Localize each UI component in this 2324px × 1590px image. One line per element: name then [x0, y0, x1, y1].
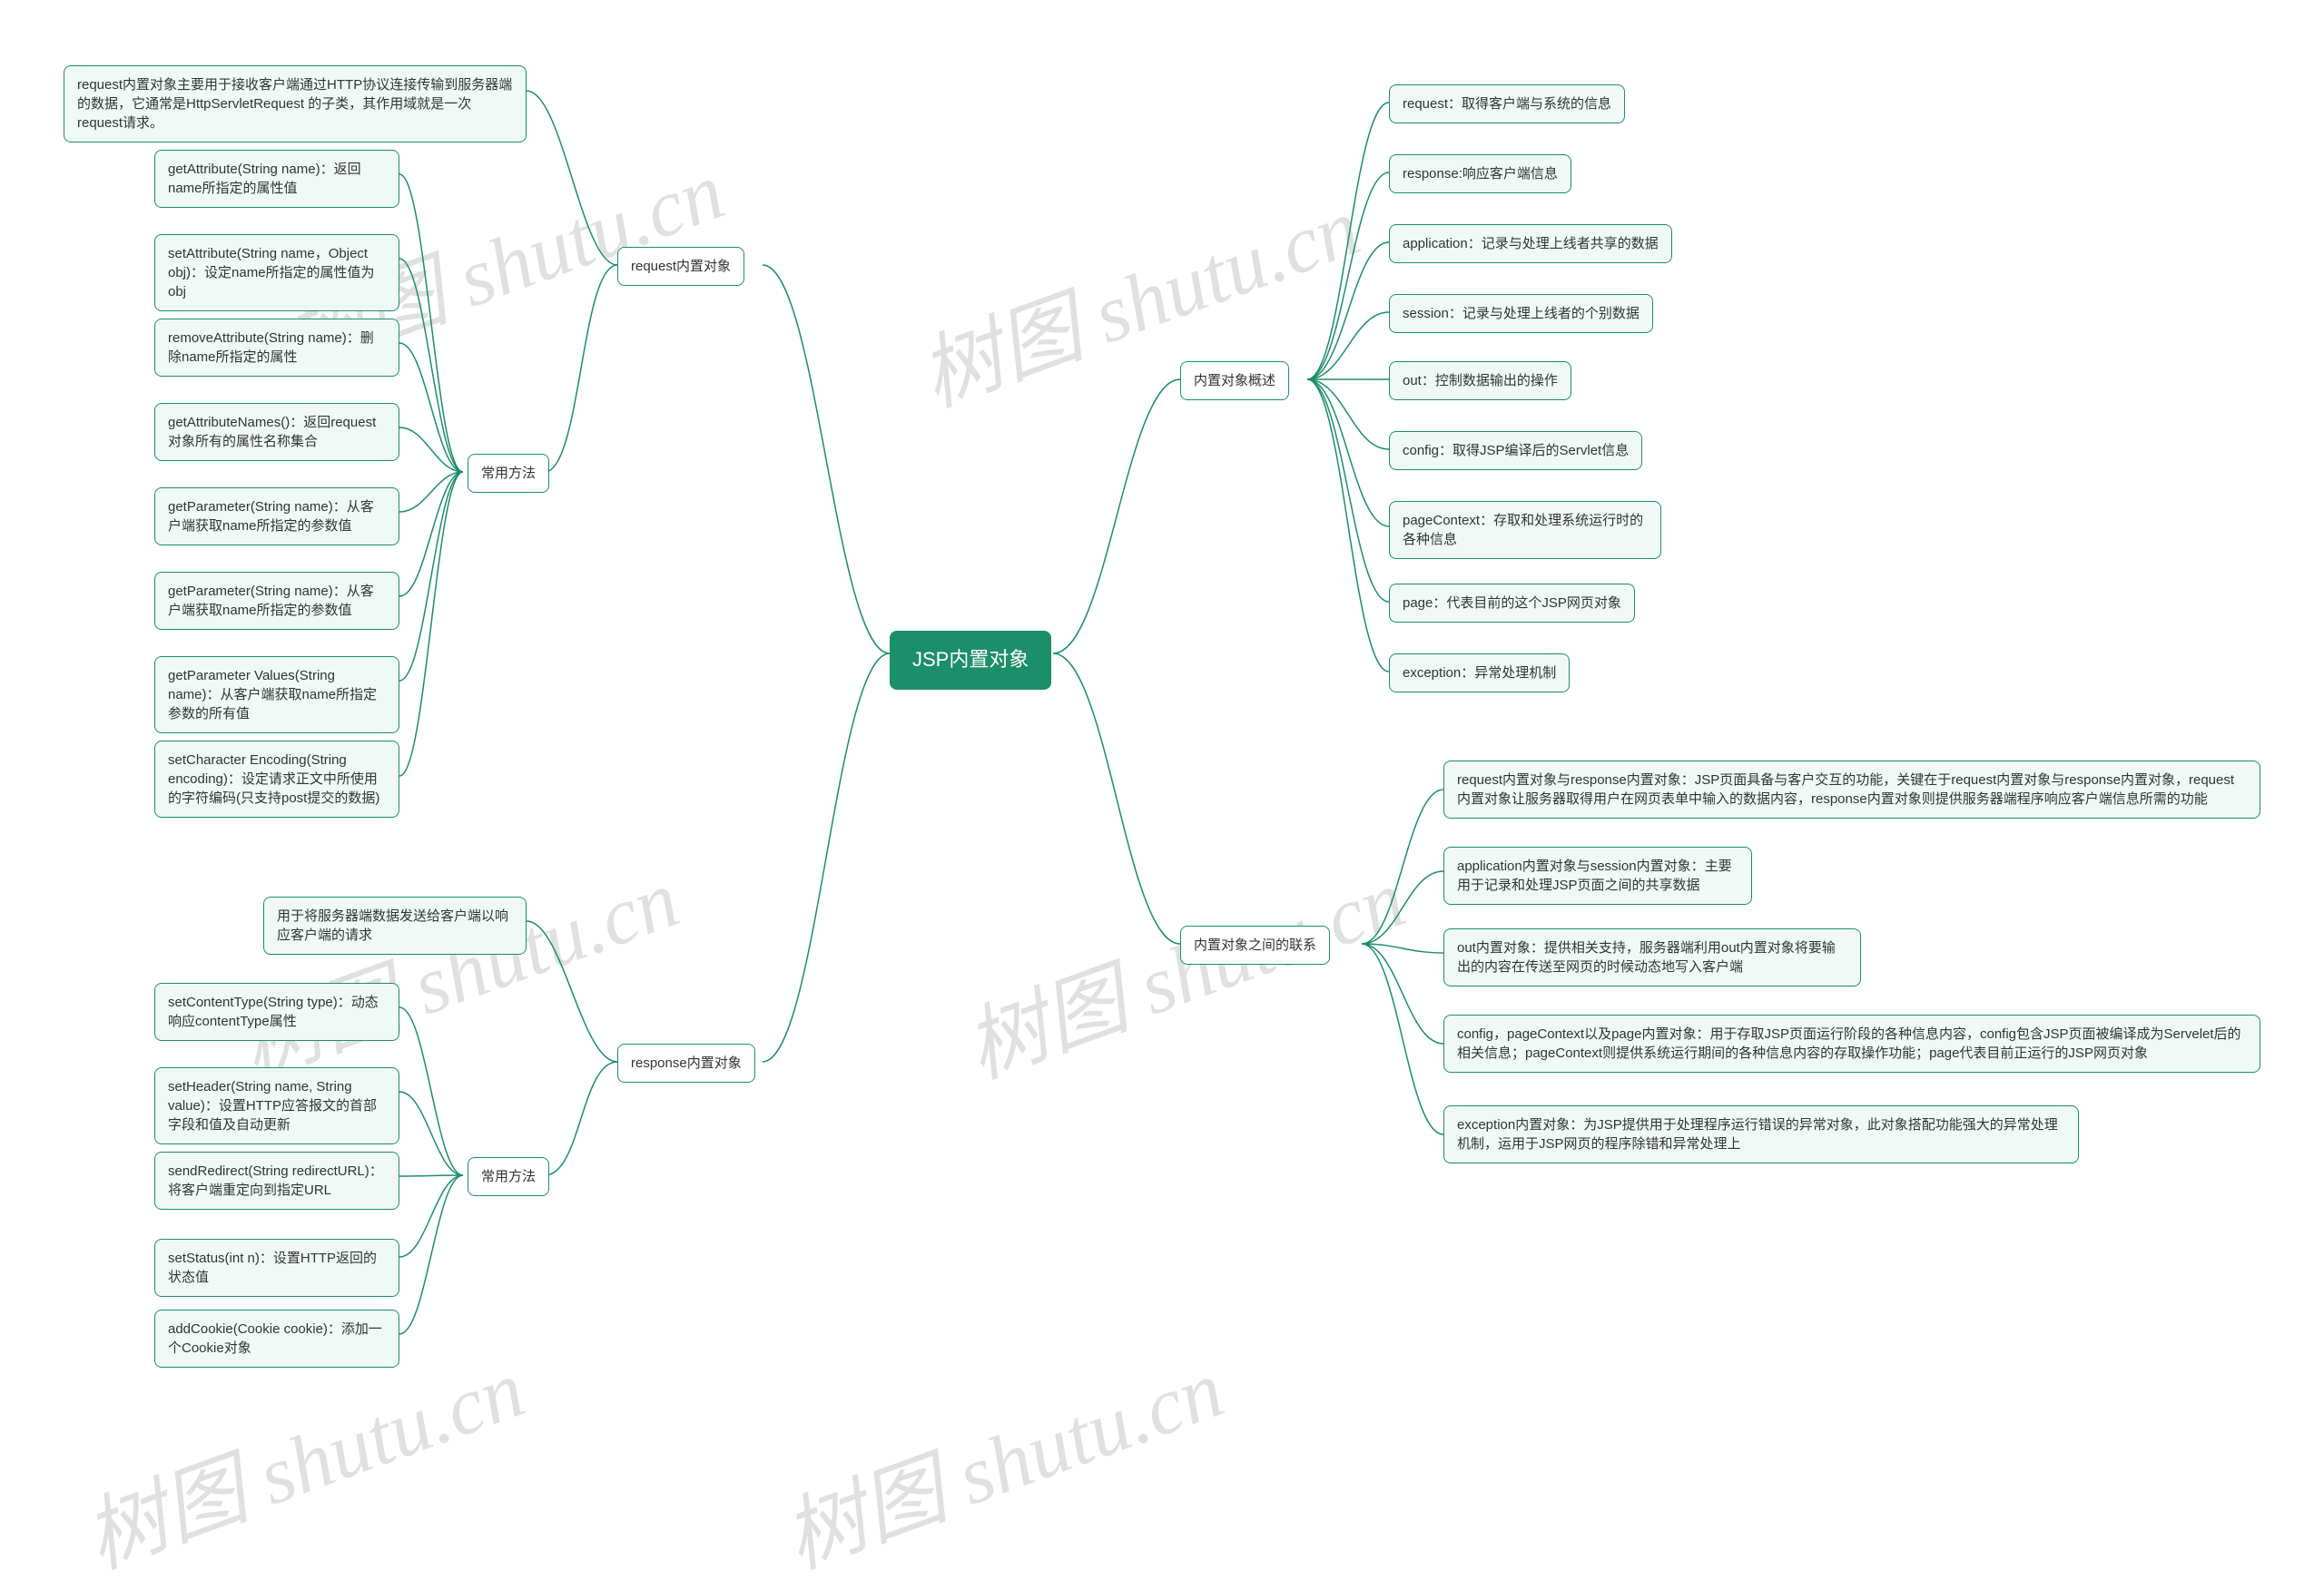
relations-label: 内置对象之间的联系: [1194, 937, 1316, 953]
rel0: request内置对象与response内置对象：JSP页面具备与客户交互的功能…: [1457, 772, 2234, 807]
request-methods-label-text: 常用方法: [481, 466, 536, 481]
request-method-0: getAttribute(String name)：返回name所指定的属性值: [154, 150, 399, 208]
rel1: application内置对象与session内置对象：主要用于记录和处理JSP…: [1457, 859, 1732, 893]
ov3: session：记录与处理上线者的个别数据: [1403, 306, 1640, 321]
request-desc-text: request内置对象主要用于接收客户端通过HTTP协议连接传输到服务器端的数据…: [77, 77, 512, 131]
rm6: getParameter Values(String name)：从客户端获取n…: [168, 668, 377, 721]
rel3: config，pageContext以及page内置对象：用于存取JSP页面运行…: [1457, 1026, 2241, 1061]
ov4: out：控制数据输出的操作: [1403, 373, 1558, 388]
request-desc: request内置对象主要用于接收客户端通过HTTP协议连接传输到服务器端的数据…: [64, 65, 527, 142]
rm7: setCharacter Encoding(String encoding)：设…: [168, 752, 379, 806]
overview-label: 内置对象概述: [1194, 373, 1275, 388]
response-method-4: addCookie(Cookie cookie)：添加一个Cookie对象: [154, 1310, 399, 1368]
overview-node[interactable]: 内置对象概述: [1180, 361, 1289, 400]
request-label: request内置对象: [631, 259, 731, 274]
request-method-2: removeAttribute(String name)：删除name所指定的属…: [154, 319, 399, 377]
rm2: removeAttribute(String name)：删除name所指定的属…: [168, 330, 374, 365]
resm0: setContentType(String type)：动态响应contentT…: [168, 995, 379, 1029]
ov0: request：取得客户端与系统的信息: [1403, 96, 1611, 112]
root-node[interactable]: JSP内置对象: [890, 631, 1051, 690]
response-label: response内置对象: [631, 1055, 742, 1071]
rm3: getAttributeNames()：返回request对象所有的属性名称集合: [168, 415, 376, 449]
rm0: getAttribute(String name)：返回name所指定的属性值: [168, 162, 361, 196]
request-method-3: getAttributeNames()：返回request对象所有的属性名称集合: [154, 403, 399, 461]
ov7: page：代表目前的这个JSP网页对象: [1403, 595, 1621, 611]
ov1: response:响应客户端信息: [1403, 166, 1558, 182]
relations-node[interactable]: 内置对象之间的联系: [1180, 926, 1330, 965]
root-label: JSP内置对象: [912, 648, 1029, 671]
rm5: getParameter(String name)：从客户端获取name所指定的…: [168, 584, 374, 618]
request-methods-label[interactable]: 常用方法: [468, 454, 549, 493]
request-method-5: getParameter(String name)：从客户端获取name所指定的…: [154, 572, 399, 630]
rm4: getParameter(String name)：从客户端获取name所指定的…: [168, 499, 374, 534]
request-method-1: setAttribute(String name，Object obj)：设定n…: [154, 234, 399, 311]
overview-item-2: application：记录与处理上线者共享的数据: [1389, 224, 1672, 263]
relations-item-3: config，pageContext以及page内置对象：用于存取JSP页面运行…: [1443, 1015, 2260, 1073]
ov8: exception：异常处理机制: [1403, 665, 1556, 681]
relations-item-4: exception内置对象：为JSP提供用于处理程序运行错误的异常对象，此对象搭…: [1443, 1105, 2079, 1163]
response-methods-label[interactable]: 常用方法: [468, 1157, 549, 1196]
response-method-2: sendRedirect(String redirectURL)：将客户端重定向…: [154, 1152, 399, 1210]
rel2: out内置对象：提供相关支持，服务器端利用out内置对象将要输出的内容在传送至网…: [1457, 940, 1836, 975]
resm1: setHeader(String name, String value)：设置H…: [168, 1079, 377, 1133]
relations-item-0: request内置对象与response内置对象：JSP页面具备与客户交互的功能…: [1443, 761, 2260, 819]
request-method-7: setCharacter Encoding(String encoding)：设…: [154, 741, 399, 818]
overview-item-7: page：代表目前的这个JSP网页对象: [1389, 584, 1635, 623]
overview-item-1: response:响应客户端信息: [1389, 154, 1571, 193]
resm4: addCookie(Cookie cookie)：添加一个Cookie对象: [168, 1321, 382, 1356]
rel4: exception内置对象：为JSP提供用于处理程序运行错误的异常对象，此对象搭…: [1457, 1117, 2058, 1152]
ov6: pageContext：存取和处理系统运行时的各种信息: [1403, 513, 1643, 547]
overview-item-3: session：记录与处理上线者的个别数据: [1389, 294, 1653, 333]
rm1: setAttribute(String name，Object obj)：设定n…: [168, 246, 375, 299]
resm2: sendRedirect(String redirectURL)：将客户端重定向…: [168, 1163, 383, 1198]
response-desc-text: 用于将服务器端数据发送给客户端以响应客户端的请求: [277, 908, 508, 943]
ov2: application：记录与处理上线者共享的数据: [1403, 236, 1659, 251]
relations-item-2: out内置对象：提供相关支持，服务器端利用out内置对象将要输出的内容在传送至网…: [1443, 928, 1861, 986]
response-desc: 用于将服务器端数据发送给客户端以响应客户端的请求: [263, 897, 527, 955]
overview-item-6: pageContext：存取和处理系统运行时的各种信息: [1389, 501, 1661, 559]
response-method-3: setStatus(int n)：设置HTTP返回的状态值: [154, 1239, 399, 1297]
response-method-0: setContentType(String type)：动态响应contentT…: [154, 983, 399, 1041]
overview-item-4: out：控制数据输出的操作: [1389, 361, 1571, 400]
overview-item-0: request：取得客户端与系统的信息: [1389, 84, 1625, 123]
response-method-1: setHeader(String name, String value)：设置H…: [154, 1067, 399, 1144]
overview-item-5: config：取得JSP编译后的Servlet信息: [1389, 431, 1642, 470]
relations-item-1: application内置对象与session内置对象：主要用于记录和处理JSP…: [1443, 847, 1752, 905]
request-node[interactable]: request内置对象: [617, 247, 744, 286]
ov5: config：取得JSP编译后的Servlet信息: [1403, 443, 1629, 458]
response-node[interactable]: response内置对象: [617, 1044, 755, 1083]
request-method-6: getParameter Values(String name)：从客户端获取n…: [154, 656, 399, 733]
response-methods-label-text: 常用方法: [481, 1169, 536, 1184]
request-method-4: getParameter(String name)：从客户端获取name所指定的…: [154, 487, 399, 545]
resm3: setStatus(int n)：设置HTTP返回的状态值: [168, 1251, 377, 1285]
overview-item-8: exception：异常处理机制: [1389, 653, 1570, 692]
